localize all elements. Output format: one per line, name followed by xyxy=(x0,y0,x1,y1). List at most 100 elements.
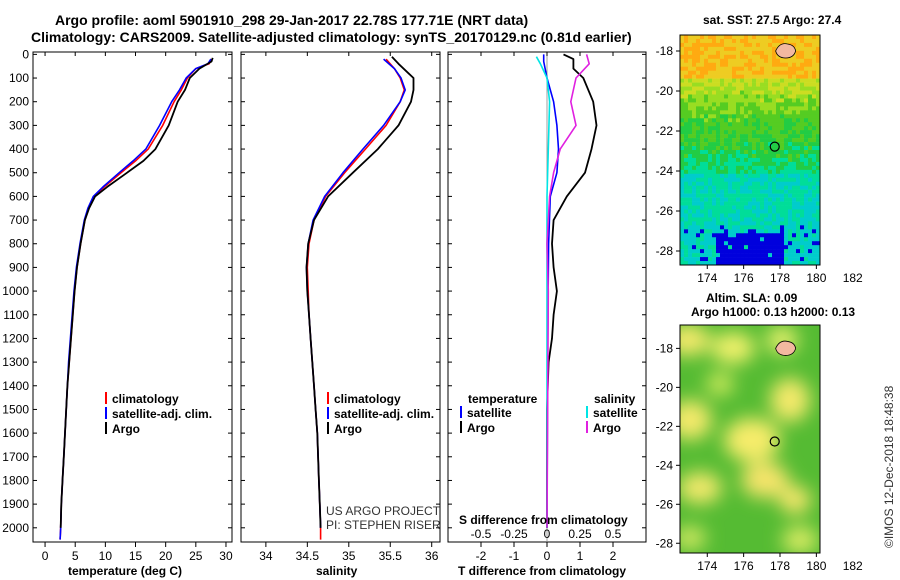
sst-cell xyxy=(772,261,777,265)
sst-cell xyxy=(796,169,801,175)
sst-cell xyxy=(752,70,757,75)
sst-cell xyxy=(804,70,809,75)
sst-cell xyxy=(792,253,797,258)
sst-cell xyxy=(780,193,785,198)
sst-cell xyxy=(808,173,813,179)
sst-cell xyxy=(784,118,789,123)
sst-cell xyxy=(804,257,809,262)
sst-cell xyxy=(732,122,737,127)
sst-cell xyxy=(716,46,721,52)
sst-cell xyxy=(796,106,801,111)
t-difference-axis-label: T difference from climatology xyxy=(458,564,626,578)
sst-cell xyxy=(696,169,701,175)
sst-cell xyxy=(708,66,713,71)
sst-cell xyxy=(800,78,805,83)
sst-cell xyxy=(784,126,789,131)
sst-cell xyxy=(788,94,793,99)
sst-cell xyxy=(796,161,801,167)
sst-cell xyxy=(704,169,709,175)
sst-cell xyxy=(684,94,689,99)
sst-cell xyxy=(736,126,741,131)
sst-cell xyxy=(744,241,749,246)
sst-cell xyxy=(756,161,761,167)
sst-cell xyxy=(772,142,777,147)
sst-cell xyxy=(680,185,685,190)
sst-cell xyxy=(696,78,701,83)
sst-cell xyxy=(708,261,713,265)
sst-cell xyxy=(768,66,773,71)
sst-cell xyxy=(680,94,685,99)
sst-cell xyxy=(736,78,741,83)
sst-cell xyxy=(780,38,785,44)
sst-cell xyxy=(792,213,797,218)
sst-cell xyxy=(696,50,701,56)
sst-cell xyxy=(792,42,797,48)
sst-cell xyxy=(728,142,733,147)
sst-cell xyxy=(684,86,689,91)
sst-cell xyxy=(812,153,817,159)
s-tick-label: -0.25 xyxy=(500,527,528,541)
sst-cell xyxy=(704,253,709,258)
legend-title-temperature: temperature xyxy=(468,392,538,406)
sst-cell xyxy=(720,146,725,151)
sst-cell xyxy=(720,225,725,230)
sst-cell xyxy=(724,173,729,179)
sst-cell xyxy=(716,213,721,218)
sst-cell xyxy=(740,130,745,135)
sst-cell xyxy=(712,233,717,238)
sst-cell xyxy=(712,157,717,163)
map-lon-label: 178 xyxy=(770,559,790,573)
sst-cell xyxy=(768,50,773,56)
sst-cell xyxy=(760,126,765,131)
sst-cell xyxy=(816,66,820,71)
depth-tick-label: 100 xyxy=(9,71,29,85)
sst-cell xyxy=(776,86,781,91)
salinity-plot xyxy=(305,56,415,540)
sst-cell xyxy=(696,229,701,234)
depth-tick-label: 1500 xyxy=(2,402,29,416)
sst-cell xyxy=(760,173,765,179)
sst-cell xyxy=(692,153,697,159)
sst-cell xyxy=(808,78,813,83)
sst-cell xyxy=(780,74,785,79)
sst-cell xyxy=(720,35,725,40)
x-tick-label: 2 xyxy=(610,549,617,563)
sst-cell xyxy=(776,153,781,159)
sst-cell xyxy=(740,42,745,48)
sst-cell xyxy=(692,257,697,262)
sst-cell xyxy=(720,201,725,206)
sst-cell xyxy=(752,82,757,87)
sst-cell xyxy=(736,70,741,75)
sst-cell xyxy=(736,94,741,99)
sst-cell xyxy=(720,62,725,68)
sst-cell xyxy=(796,221,801,226)
sst-cell xyxy=(688,122,693,127)
sst-cell xyxy=(716,42,721,48)
sst-cell xyxy=(752,169,757,175)
sst-cell xyxy=(744,205,749,210)
sst-cell xyxy=(728,134,733,139)
sst-cell xyxy=(764,35,769,40)
sst-cell xyxy=(704,146,709,151)
sst-cell xyxy=(772,245,777,250)
sst-cell xyxy=(720,249,725,254)
sst-cell xyxy=(764,98,769,103)
sst-cell xyxy=(716,62,721,68)
sst-cell xyxy=(708,126,713,131)
sst-cell xyxy=(724,257,729,262)
sst-cell xyxy=(692,86,697,91)
sst-cell xyxy=(760,209,765,214)
sst-cell xyxy=(716,134,721,139)
sst-cell xyxy=(772,138,777,143)
sst-cell xyxy=(808,130,813,135)
sst-cell xyxy=(692,62,697,68)
sst-cell xyxy=(816,38,820,44)
sst-cell xyxy=(804,161,809,167)
sst-cell xyxy=(772,42,777,48)
sst-cell xyxy=(688,90,693,95)
sst-cell xyxy=(804,189,809,194)
sst-cell xyxy=(804,233,809,238)
sst-cell xyxy=(752,205,757,210)
sst-cell xyxy=(764,225,769,230)
sst-cell xyxy=(688,70,693,75)
